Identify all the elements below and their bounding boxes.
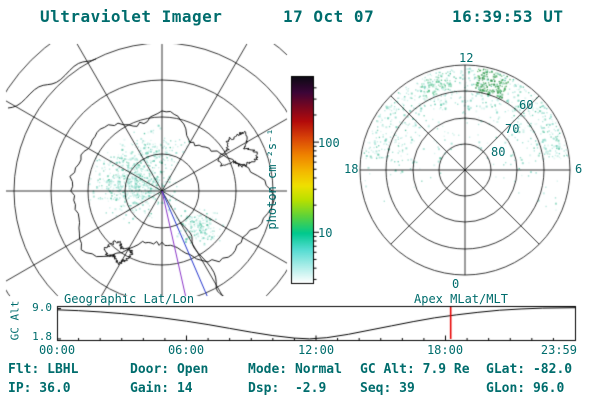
status-flt: Flt: LBHL	[8, 362, 79, 377]
x-tick-4: 23:59	[540, 343, 577, 357]
mlat-ring-label-70: 70	[505, 122, 520, 136]
status-ip: IP: 36.0	[8, 381, 71, 396]
mlt-label-12: 12	[459, 51, 474, 65]
x-tick-2: 12:00	[297, 343, 335, 357]
status-gcalt: GC Alt: 7.9 Re	[360, 362, 470, 377]
header-date: 17 Oct 07	[283, 7, 375, 26]
status-seq: Seq: 39	[360, 381, 415, 396]
mlt-label-18: 18	[344, 162, 359, 176]
right-panel-caption: Apex MLat/MLT	[414, 292, 508, 306]
colorbar-axis-label: photon cm⁻²s⁻¹	[265, 128, 279, 230]
header-time: 16:39:53 UT	[452, 7, 564, 26]
x-tick-0: 00:00	[38, 343, 76, 357]
left-panel-caption: Geographic Lat/Lon	[64, 292, 195, 306]
mlat-ring-label-80: 80	[491, 145, 506, 159]
colorbar-tick-10: 10	[318, 226, 333, 240]
status-gain: Gain: 14	[130, 381, 193, 396]
y-tick-bottom: 1.8	[32, 330, 52, 343]
status-mode: Mode: Normal	[248, 362, 342, 377]
x-tick-3: 18:00	[426, 343, 464, 357]
colorbar-tick-100: 100	[318, 136, 340, 150]
status-dsp: Dsp: -2.9	[248, 381, 327, 396]
mlat-ring-label-60: 60	[519, 98, 534, 112]
x-tick-1: 06:00	[167, 343, 205, 357]
status-glon: GLon: 96.0	[486, 381, 565, 396]
status-door: Door: Open	[130, 362, 209, 377]
status-glat: GLat: -82.0	[486, 362, 573, 377]
y-tick-top: 9.0	[32, 301, 52, 314]
page-title: Ultraviolet Imager	[40, 7, 223, 26]
mlt-label-6: 6	[575, 162, 583, 176]
gc-alt-axis-label: GC Alt	[8, 300, 22, 341]
mlt-label-0: 0	[452, 277, 460, 291]
